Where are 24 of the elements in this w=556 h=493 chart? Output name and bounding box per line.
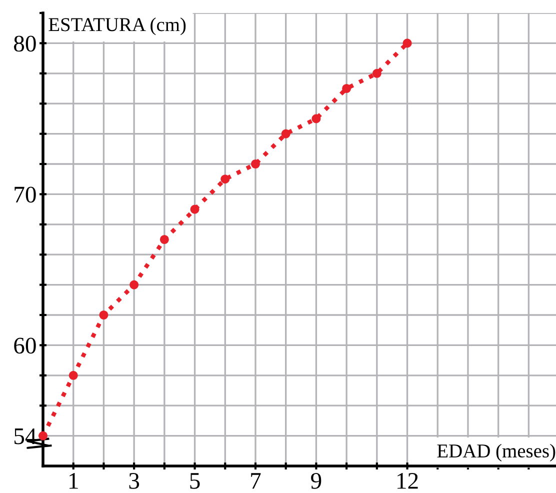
point [160,234,169,244]
point [342,84,352,94]
point [130,280,139,290]
y-tick-label: 70 [14,186,36,203]
x-tick-label: 7 [251,473,261,489]
point [372,68,382,78]
y-axis-title: ESTATURA (cm) [48,18,186,36]
x-tick-label: 5 [190,473,200,489]
point [402,38,412,48]
point [190,204,200,214]
y-tick-label: 80 [14,36,36,52]
x-tick-label: 12 [398,473,418,489]
point [38,431,48,440]
x-tick-label: 9 [311,473,322,489]
point [312,114,321,124]
point [281,129,290,138]
x-tick-label: 1 [70,473,78,489]
x-tick-label: 3 [129,473,140,489]
point [99,310,108,320]
point [250,159,260,169]
y-tick-label: 60 [14,338,36,354]
x-axis-title: EDAD (meses) [437,444,556,462]
point [220,174,230,184]
point [68,370,78,380]
